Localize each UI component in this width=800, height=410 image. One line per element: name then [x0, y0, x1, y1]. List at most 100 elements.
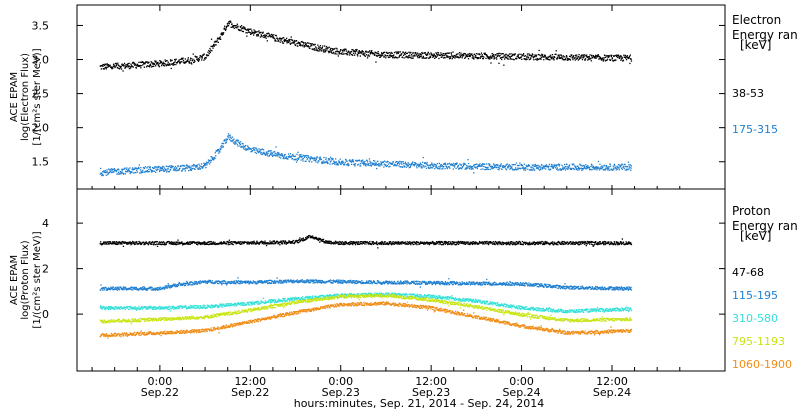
data-point: [595, 241, 597, 243]
data-point: [240, 280, 242, 282]
data-point: [450, 52, 452, 54]
data-point: [398, 51, 400, 53]
data-point: [628, 243, 631, 245]
data-point: [369, 162, 371, 164]
data-point: [516, 243, 518, 245]
data-point: [507, 166, 509, 168]
data-point: [357, 55, 359, 57]
data-point: [190, 242, 192, 244]
data-point: [317, 44, 319, 46]
data-point: [590, 54, 593, 56]
data-point: [469, 242, 471, 244]
data-point: [493, 56, 495, 58]
data-point: [529, 54, 531, 56]
data-point: [277, 243, 279, 245]
data-point: [559, 54, 561, 56]
data-point: [617, 54, 620, 56]
data-point: [369, 160, 371, 162]
data-point: [196, 165, 198, 168]
data-point: [608, 169, 611, 171]
data-point: [177, 165, 180, 167]
data-point: [470, 241, 472, 243]
data-point: [572, 163, 574, 165]
data-point: [207, 280, 209, 282]
data-point: [271, 152, 273, 154]
data-point: [347, 165, 349, 167]
data-point: [373, 164, 376, 166]
data-point: [101, 173, 103, 175]
data-point: [547, 56, 549, 58]
data-point: [469, 166, 471, 168]
data-point: [588, 242, 590, 244]
data-point: [365, 159, 368, 161]
data-point: [127, 66, 129, 68]
data-point: [328, 51, 330, 54]
data-point: [464, 243, 467, 245]
data-point: [436, 163, 439, 165]
data-point: [130, 242, 132, 245]
data-point: [354, 282, 356, 284]
data-point: [396, 241, 398, 243]
data-point: [335, 162, 338, 164]
data-point: [323, 156, 325, 159]
data-point: [614, 164, 616, 167]
data-point: [120, 67, 122, 69]
data-point: [400, 161, 402, 163]
data-point: [326, 160, 328, 162]
data-point: [628, 55, 631, 57]
data-point: [514, 243, 516, 246]
data-point: [540, 58, 542, 60]
data-point: [417, 163, 419, 165]
data-point: [546, 58, 549, 60]
data-point: [140, 243, 142, 246]
data-point: [159, 169, 161, 171]
data-point: [552, 56, 554, 58]
data-point: [213, 157, 215, 160]
data-point: [303, 282, 305, 284]
data-point: [235, 281, 238, 283]
data-point: [186, 280, 188, 283]
data-point: [556, 242, 559, 244]
data-point: [218, 149, 220, 151]
data-point: [181, 170, 183, 172]
data-point: [299, 44, 301, 46]
data-point: [250, 281, 252, 283]
data-point: [484, 241, 486, 243]
data-point: [276, 280, 279, 282]
data-point: [123, 287, 125, 289]
data-point: [474, 56, 476, 58]
data-point: [299, 281, 301, 283]
data-point: [594, 167, 596, 170]
data-point: [351, 163, 353, 165]
data-point: [415, 163, 417, 165]
data-point: [386, 161, 388, 163]
data-point: [119, 173, 121, 175]
data-point: [102, 242, 104, 244]
data-point: [330, 243, 332, 245]
data-point: [129, 241, 131, 243]
data-point: [467, 58, 470, 60]
data-point: [407, 243, 409, 245]
data-point: [256, 34, 258, 36]
data-point: [592, 165, 595, 167]
data-point: [122, 168, 124, 171]
data-point: [593, 241, 595, 244]
data-point: [368, 164, 370, 167]
data-point: [385, 165, 388, 168]
data-point: [419, 55, 421, 57]
data-point: [228, 135, 230, 137]
data-point: [622, 242, 624, 244]
data-point: [325, 242, 327, 244]
data-point: [345, 241, 347, 243]
data-point: [251, 242, 254, 244]
data-point: [147, 244, 150, 246]
data-point: [409, 163, 411, 165]
data-point: [393, 57, 395, 59]
data-point: [278, 154, 280, 156]
data-point: [168, 63, 170, 66]
data-point: [600, 168, 602, 170]
data-point: [449, 167, 451, 169]
data-point: [595, 166, 598, 168]
data-point: [523, 242, 525, 244]
data-point: [418, 55, 420, 57]
